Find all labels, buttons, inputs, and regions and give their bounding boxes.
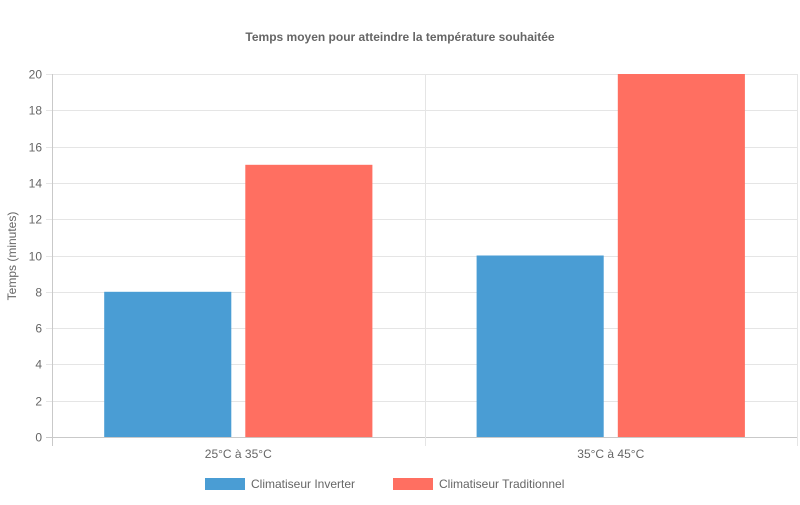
y-tick-label: 20 [29, 68, 43, 82]
y-tick-label: 8 [35, 286, 42, 300]
legend[interactable]: Climatiseur Inverter Climatiseur Traditio… [205, 477, 564, 491]
y-tick-label: 10 [29, 250, 43, 264]
bar-traditionnel[interactable]: Climatiseur Traditionnel: 15 [245, 164, 373, 438]
legend-swatch [393, 478, 433, 490]
legend-item-traditionnel[interactable]: Climatiseur Traditionnel [393, 477, 564, 491]
x-tick-label: 25°C à 35°C [205, 447, 272, 461]
y-tick-label: 12 [29, 213, 43, 227]
x-tick-label: 35°C à 45°C [577, 447, 644, 461]
y-tick-label: 2 [35, 395, 42, 409]
legend-label: Climatiseur Traditionnel [439, 477, 564, 491]
y-tick-label: 18 [29, 104, 43, 118]
axis-layer: 0 2 4 6 8 10 12 14 16 18 20 25°C à 35°C 35°C à 45°C [29, 68, 645, 462]
bar-traditionnel[interactable]: Climatiseur Traditionnel: 20 [617, 74, 745, 437]
legend-item-inverter[interactable]: Climatiseur Inverter [205, 477, 355, 491]
legend-swatch [205, 478, 245, 490]
y-tick-label: 4 [35, 358, 42, 372]
bars-layer: Climatiseur Inverter: 8Climatiseur Tradi… [104, 74, 745, 438]
bar-inverter[interactable]: Climatiseur Inverter: 8 [104, 291, 232, 437]
y-tick-label: 14 [29, 177, 43, 191]
y-axis-title: Temps (minutes) [5, 212, 19, 301]
bar-inverter[interactable]: Climatiseur Inverter: 10 [476, 255, 604, 438]
y-tick-label: 16 [29, 141, 43, 155]
y-tick-label: 0 [35, 431, 42, 445]
chart-title: Temps moyen pour atteindre la températur… [245, 30, 555, 44]
legend-label: Climatiseur Inverter [251, 477, 355, 491]
y-tick-label: 6 [35, 322, 42, 336]
